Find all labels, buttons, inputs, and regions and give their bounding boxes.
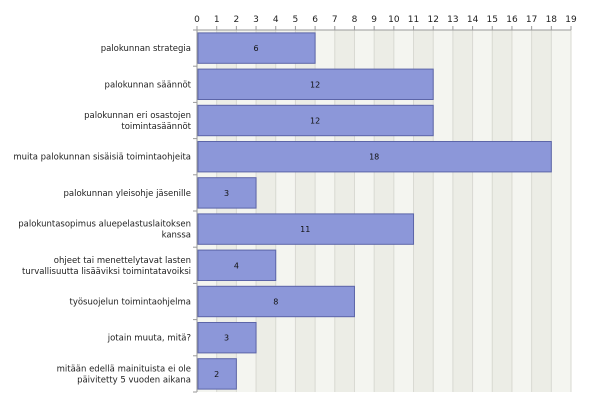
bar [197, 321, 257, 354]
x-tick-label: 18 [546, 15, 558, 25]
x-tick-label: 15 [487, 15, 498, 25]
x-tick-label: 13 [447, 15, 458, 25]
x-tick-label: 2 [234, 15, 240, 25]
x-tick-label: 7 [332, 15, 338, 25]
category-label: palokunnan eri osastojen toimintasäännöt [84, 111, 192, 132]
data-label: 12 [310, 117, 320, 126]
grid-band [531, 30, 552, 392]
bar [197, 177, 257, 209]
x-tick-label: 12 [427, 15, 438, 25]
x-tick-label: 1 [214, 15, 220, 25]
bar [197, 285, 355, 318]
grid-band [452, 30, 473, 392]
category-label: palokunnan säännöt [105, 80, 192, 90]
data-label: 3 [224, 334, 229, 343]
x-tick-label: 5 [293, 15, 299, 25]
x-tick-label: 6 [312, 15, 318, 25]
bar [197, 32, 316, 64]
bar [197, 249, 277, 282]
data-label: 6 [254, 44, 259, 53]
data-label: 18 [369, 153, 379, 162]
x-tick-label: 14 [467, 15, 479, 25]
x-tick-label: 19 [565, 15, 577, 25]
category-label: ohjeet tai menettelytavat lasten turvalli… [22, 256, 191, 277]
category-label: työsuojelun toimintaohjelma [69, 298, 191, 308]
data-label: 12 [310, 80, 320, 89]
data-label: 11 [300, 225, 310, 234]
bar [197, 140, 552, 173]
bar [197, 358, 237, 390]
x-tick-label: 0 [194, 15, 200, 25]
bar [197, 68, 434, 101]
category-label: palokunnan yleisohje jäsenille [63, 189, 191, 199]
x-tick-label: 3 [253, 15, 259, 25]
category-label: muita palokunnan sisäisiä toimintaohjeit… [13, 153, 191, 163]
category-label: jotain muuta, mitä? [107, 334, 191, 344]
x-tick-label: 16 [506, 15, 518, 25]
x-tick-label: 17 [526, 15, 537, 25]
bar [197, 104, 434, 137]
grid-band [492, 30, 512, 392]
category-label: mitään edellä mainituista ei ole päivitet… [57, 364, 191, 385]
x-tick-label: 8 [352, 15, 358, 25]
x-tick-label: 10 [388, 15, 400, 25]
x-tick-label: 11 [408, 15, 419, 25]
category-label: palokuntasopimus aluepelastuslaitoksen ka… [18, 220, 191, 241]
bar [197, 213, 415, 245]
category-label: palokunnan strategia [101, 44, 191, 54]
x-tick-label: 4 [273, 15, 279, 25]
data-label: 8 [273, 298, 278, 307]
data-label: 2 [214, 370, 219, 379]
x-tick-label: 9 [371, 15, 377, 25]
data-label: 4 [234, 261, 239, 270]
data-label: 3 [224, 189, 229, 198]
